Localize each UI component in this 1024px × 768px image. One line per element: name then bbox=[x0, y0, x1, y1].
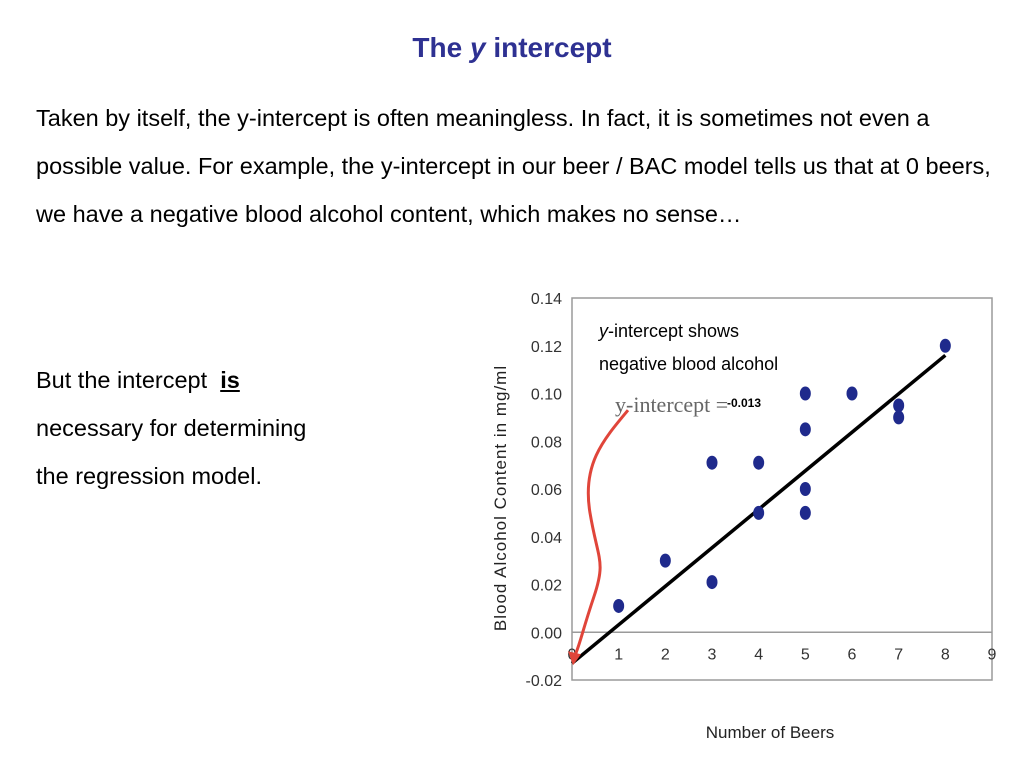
x-tick-label: 2 bbox=[661, 646, 670, 663]
x-tick-label: 4 bbox=[754, 646, 763, 663]
y-tick-label: 0.06 bbox=[531, 482, 562, 499]
y-tick-label: 0.14 bbox=[531, 291, 562, 308]
left-line-3: the regression model. bbox=[36, 463, 262, 489]
x-tick-label: 1 bbox=[614, 646, 623, 663]
left-text-block: But the intercept is necessary for deter… bbox=[36, 356, 456, 500]
data-points bbox=[613, 338, 951, 613]
data-point bbox=[799, 482, 811, 496]
x-tick-label: 6 bbox=[848, 646, 857, 663]
yint-equation-label: y-intercept = bbox=[615, 392, 728, 417]
data-point bbox=[893, 410, 905, 425]
body-paragraph: Taken by itself, the y-intercept is ofte… bbox=[36, 105, 991, 227]
x-tick-label: 5 bbox=[801, 646, 810, 663]
data-point bbox=[706, 575, 718, 590]
y-tick-label: 0.02 bbox=[531, 578, 562, 595]
data-point bbox=[846, 386, 858, 401]
title-post: intercept bbox=[485, 32, 612, 63]
plot-area-border bbox=[571, 297, 993, 681]
intercept-arrow bbox=[573, 409, 630, 656]
yint-equation-value: -0.013 bbox=[727, 396, 761, 410]
slide-title: The y intercept bbox=[0, 32, 1024, 64]
data-point bbox=[706, 455, 718, 470]
y-tick-label: 0.00 bbox=[531, 625, 562, 642]
bac-scatter-chart: 0.140.120.100.080.060.040.020.00-0.02 01… bbox=[491, 291, 997, 742]
x-tick-label: 7 bbox=[894, 646, 903, 663]
intercept-arrow-head bbox=[568, 651, 581, 666]
data-point bbox=[613, 598, 625, 613]
title-pre: The bbox=[412, 32, 470, 63]
data-point bbox=[799, 505, 811, 520]
y-tick-labels: 0.14 0.12 0.10 0.08 0.06 0.04 0.02 0.00 -0.02 bbox=[526, 291, 563, 690]
y-tick-label: 0.08 bbox=[531, 434, 562, 451]
x-tick-labels: 0123456789 bbox=[568, 646, 997, 663]
annotation-shows-rest: -intercept shows bbox=[608, 321, 739, 341]
left-line-1-text: But the intercept bbox=[36, 367, 221, 393]
plot-frame bbox=[571, 297, 993, 681]
y-tick-label: 0.04 bbox=[531, 530, 562, 547]
y-axis-title: Blood Alcohol Content in mg/ml bbox=[491, 365, 510, 631]
left-line-2: necessary for determining bbox=[36, 415, 307, 441]
y-tick-label: 0.10 bbox=[531, 387, 562, 404]
title-variable: y bbox=[469, 32, 486, 63]
annotation-shows-line1: y-intercept shows bbox=[597, 321, 739, 341]
data-point bbox=[939, 338, 951, 353]
x-tick-label: 9 bbox=[988, 646, 997, 663]
left-line-1: But the intercept is bbox=[36, 356, 456, 404]
data-point bbox=[799, 386, 811, 401]
data-point bbox=[753, 505, 765, 520]
data-point bbox=[659, 553, 671, 568]
data-point bbox=[799, 422, 811, 437]
y-tick-label: -0.02 bbox=[526, 673, 563, 690]
data-point bbox=[753, 455, 765, 470]
x-axis-title: Number of Beers bbox=[706, 723, 835, 742]
y-tick-label: 0.12 bbox=[531, 339, 562, 356]
left-line-1-emphasis: is bbox=[220, 367, 240, 393]
x-tick-label: 8 bbox=[941, 646, 950, 663]
annotation-shows-line2: negative blood alcohol bbox=[599, 354, 778, 374]
x-tick-label: 3 bbox=[708, 646, 717, 663]
data-point bbox=[893, 398, 905, 413]
annotation-y-italic: y bbox=[597, 321, 609, 341]
